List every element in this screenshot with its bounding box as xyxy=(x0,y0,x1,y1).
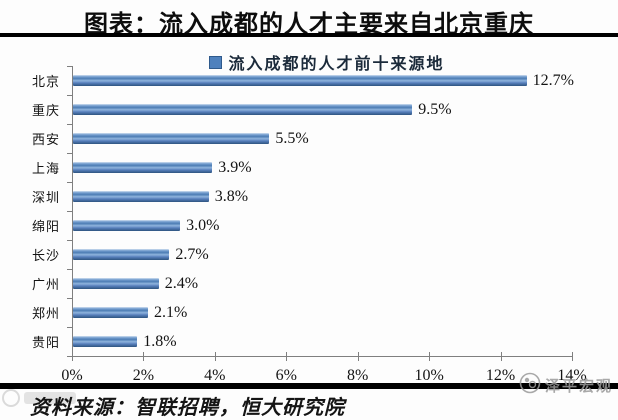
x-axis-tick xyxy=(143,352,145,361)
value-label: 3.8% xyxy=(214,187,249,205)
value-label: 5.5% xyxy=(275,129,309,147)
bar xyxy=(73,220,181,231)
bar-row: 深圳 3.8% xyxy=(32,182,573,211)
x-axis-tick xyxy=(572,352,573,361)
bar-track: 3.8% xyxy=(73,182,573,211)
bar xyxy=(73,307,148,318)
bar-track: 9.5% xyxy=(73,95,573,124)
category-label: 北京 xyxy=(31,74,60,89)
bar xyxy=(73,278,159,289)
value-label: 3.9% xyxy=(218,158,252,176)
watermark-logo-icon xyxy=(519,372,541,399)
y-axis-line xyxy=(72,66,73,357)
bar-row: 重庆 9.5% xyxy=(32,95,573,124)
bar-row: 贵阳 1.8% xyxy=(32,327,573,356)
category-label: 长沙 xyxy=(31,248,60,263)
x-axis-line xyxy=(72,356,573,357)
bar-row: 郑州 2.1% xyxy=(32,298,573,327)
legend-swatch-icon xyxy=(209,55,223,69)
x-axis-tick xyxy=(72,352,73,361)
value-label: 1.8% xyxy=(143,332,177,350)
bar xyxy=(73,104,413,115)
bar-track: 3.0% xyxy=(73,211,573,240)
bar xyxy=(73,133,270,144)
bar-track: 1.8% xyxy=(73,327,573,356)
bar-row: 广州 2.4% xyxy=(32,269,573,298)
value-label: 2.7% xyxy=(175,245,209,263)
category-label: 深圳 xyxy=(31,190,60,205)
category-label: 广州 xyxy=(31,277,60,292)
category-label: 西安 xyxy=(31,132,60,147)
category-label: 绵阳 xyxy=(31,219,60,234)
category-label: 上海 xyxy=(31,161,60,176)
x-tick-label: 12% xyxy=(485,367,516,384)
bar-track: 5.5% xyxy=(73,124,573,153)
y-axis-tick xyxy=(67,356,72,357)
bar-row: 上海 3.9% xyxy=(32,153,573,182)
bar-track: 2.7% xyxy=(73,240,573,269)
bar xyxy=(73,249,170,260)
watermark-left-logo xyxy=(2,389,76,407)
x-tick-label: 2% xyxy=(132,367,155,384)
value-label: 9.5% xyxy=(418,100,452,118)
bar xyxy=(73,75,527,86)
x-tick-label: 4% xyxy=(204,367,226,384)
value-label: 2.4% xyxy=(164,274,199,292)
bar-row: 长沙 2.7% xyxy=(32,240,573,269)
top-rule xyxy=(0,33,618,37)
source-note: 资料来源：智联招聘，恒大研究院 xyxy=(30,397,345,419)
value-label: 2.1% xyxy=(154,303,188,321)
bar-row: 绵阳 3.0% xyxy=(32,211,573,240)
x-tick-label: 14% xyxy=(557,367,587,384)
plot-area: 北京 12.7% 重庆 9.5% 西安 5.5% 上海 3.9% 深圳 3.8% xyxy=(32,66,587,384)
bar xyxy=(73,336,138,347)
bar-track: 3.9% xyxy=(73,153,573,182)
watermark-left-badge xyxy=(24,392,76,404)
value-label: 3.0% xyxy=(186,216,220,234)
category-label: 郑州 xyxy=(31,306,60,321)
category-label: 贵阳 xyxy=(31,335,60,350)
x-tick-label: 6% xyxy=(275,367,297,384)
watermark-left-circle-icon xyxy=(2,389,20,407)
x-axis-tick xyxy=(214,352,216,361)
value-label: 12.7% xyxy=(532,71,574,89)
x-tick-label: 10% xyxy=(414,367,444,384)
legend-label: 流入成都的人才前十来源地 xyxy=(228,56,445,73)
x-axis-tick xyxy=(429,352,431,361)
bar xyxy=(73,162,213,173)
bar-track: 2.1% xyxy=(73,298,573,327)
legend: 流入成都的人才前十来源地 xyxy=(36,50,618,74)
bar-row: 西安 5.5% xyxy=(32,124,573,153)
category-label: 重庆 xyxy=(31,103,60,118)
bar-track: 2.4% xyxy=(73,269,573,298)
x-tick-label: 8% xyxy=(347,367,369,384)
x-tick-label: 0% xyxy=(61,367,83,384)
bar-row: 北京 12.7% xyxy=(32,66,574,95)
bar-track: 12.7% xyxy=(73,66,574,95)
watermark-label: 泽平宏观 xyxy=(544,379,613,395)
bottom-rule xyxy=(0,383,618,389)
x-axis-tick xyxy=(286,352,288,361)
watermark-right: 泽平宏观 xyxy=(519,372,613,399)
x-axis-tick xyxy=(500,352,502,361)
x-axis-tick xyxy=(357,352,359,361)
bar xyxy=(73,191,209,202)
